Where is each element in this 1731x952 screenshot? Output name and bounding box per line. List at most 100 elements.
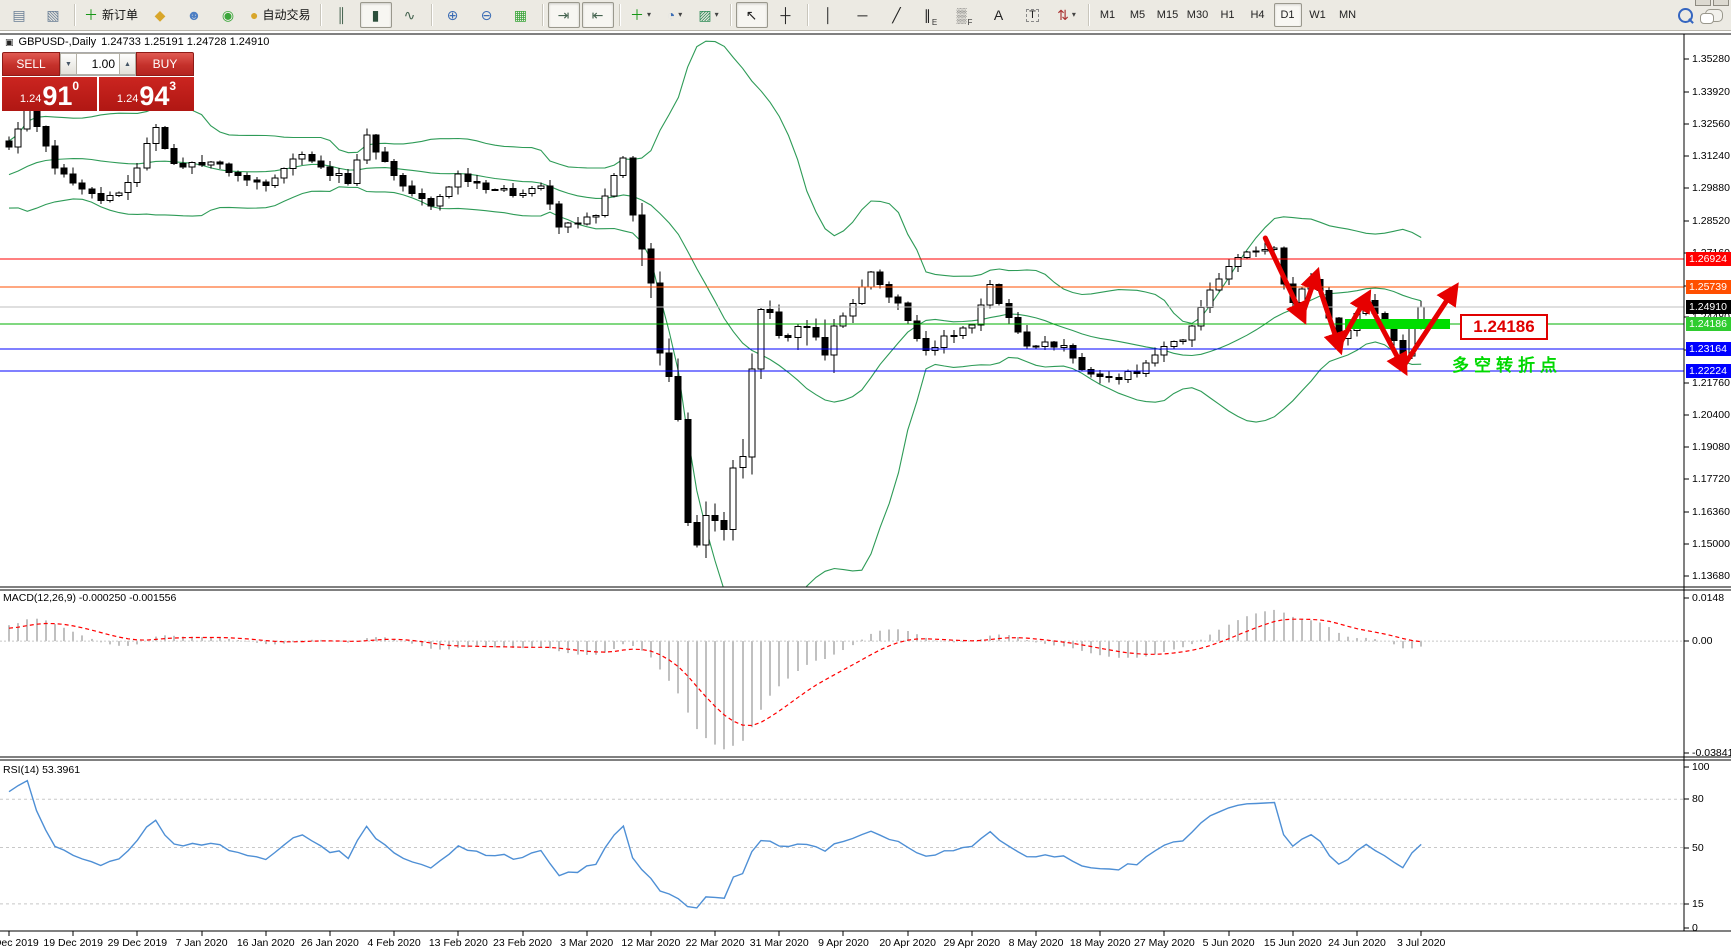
buy-price-small: 1.24 [116, 93, 139, 105]
date-axis-label: 29 Dec 2019 [107, 937, 168, 949]
trend-arrow[interactable] [1363, 295, 1408, 377]
zoom-out-button[interactable]: ⊖ [471, 2, 503, 28]
chart-icon: ▣ [5, 36, 14, 47]
timeframe-m1-button[interactable]: M1 [1099, 9, 1116, 21]
toolbar-separator [430, 4, 432, 26]
signals-button[interactable]: ◉ [212, 2, 244, 28]
level-price-tag: 1.24186 [1686, 317, 1731, 332]
trend-arrow[interactable] [1313, 273, 1346, 356]
templates-button[interactable]: ▨ ▾ [693, 2, 725, 28]
autotrading-button[interactable]: ● 自动交易 [246, 2, 314, 28]
date-axis-label: 26 Jan 2020 [301, 937, 359, 949]
candlestick-chart-button[interactable]: ▮ [359, 2, 392, 28]
periods-button[interactable]: ◔ ▾ [659, 2, 691, 28]
horizontal-line-button[interactable]: ─ [847, 2, 879, 28]
date-axis-label: 3 Jul 2020 [1396, 937, 1446, 949]
metaeditor-button[interactable]: ◆ [144, 2, 176, 28]
fibonacci-sub-label: F [967, 18, 973, 27]
auto-scroll-icon: ⇥ [557, 7, 570, 23]
crosshair-button[interactable]: ┼ [770, 2, 802, 28]
macd-axis-tick: -0.038415 [1692, 747, 1731, 759]
auto-scroll-button[interactable]: ⇥ [547, 2, 580, 28]
date-axis-label: 7 Jan 2020 [175, 937, 228, 949]
price-axis-tick: 1.35280 [1692, 53, 1730, 65]
candles [5, 97, 1425, 558]
toolbar-separator [729, 4, 731, 26]
chart-shift-button[interactable]: ⇤ [581, 2, 614, 28]
window-controls[interactable] [1695, 0, 1729, 6]
ohlc-readout: 1.24733 1.25191 1.24728 1.24910 [101, 36, 270, 48]
templates-icon: ▨ [698, 7, 712, 23]
zoom-in-button[interactable]: ⊕ [437, 2, 469, 28]
lot-decrease-button[interactable]: ▼ [60, 53, 77, 75]
timeframe-m5-button[interactable]: M5 [1129, 9, 1146, 21]
timeframe-d1-button[interactable]: D1 [1273, 3, 1302, 27]
sell-price[interactable]: 1.24 91 0 [2, 77, 97, 111]
bollinger-bands [8, 40, 1422, 587]
timeframe-h1-button[interactable]: H1 [1220, 9, 1235, 21]
cursor-button[interactable]: ↖ [735, 2, 768, 28]
lot-input[interactable]: 1.00 [77, 53, 119, 75]
templates-dropdown-caret[interactable]: ▾ [714, 10, 719, 19]
trend-arrow[interactable] [1400, 282, 1459, 370]
toolbar: ▤ ▧ ＋新订单 ◆ ☻ ◉ ● 自动交易 ║ ▮ ∿ ⊕ ⊖ ▦ ⇥ ⇤ ＋ ▾ ◔ ▾ ▨ ▾ ↖ ┼ │ ─ ╱ ∥ E ▒ F A T ⇅… [0, 0, 1731, 31]
price-axis-tick: 1.28520 [1692, 214, 1730, 227]
equidistant-channel-button[interactable]: ∥ E [915, 2, 947, 28]
timeframe-h4-button[interactable]: H4 [1250, 9, 1265, 21]
buy-button[interactable]: BUY [136, 52, 194, 76]
toolbar-separator [74, 4, 75, 26]
trendline-button[interactable]: ╱ [881, 2, 913, 28]
level-price-tag: 1.22224 [1686, 364, 1731, 379]
date-axis-label: 5 Jun 2020 [1202, 937, 1255, 949]
sell-button[interactable]: SELL [2, 52, 60, 76]
restore-button[interactable] [1713, 0, 1729, 6]
tile-windows-button[interactable]: ▦ [505, 2, 537, 28]
community-button[interactable]: ☻ [178, 2, 210, 28]
arrows-dropdown-caret[interactable]: ▾ [1071, 10, 1076, 19]
buy-price[interactable]: 1.24 94 3 [99, 77, 194, 111]
fibonacci-button[interactable]: ▒ F [949, 2, 981, 28]
periods-dropdown-caret[interactable]: ▾ [678, 10, 683, 19]
bar-chart-button[interactable]: ║ [326, 2, 358, 28]
lot-increase-button[interactable]: ▲ [119, 53, 136, 75]
arrows-button[interactable]: ⇅ ▾ [1051, 2, 1083, 28]
vertical-line-button[interactable]: │ [813, 2, 845, 28]
timeframe-m30-button[interactable]: M30 [1186, 9, 1209, 21]
timeframe-w1-button[interactable]: W1 [1309, 9, 1326, 21]
price-axis-tick: 1.16360 [1692, 505, 1730, 518]
text-button[interactable]: A [983, 2, 1015, 28]
timeframe-m15-button[interactable]: M15 [1156, 9, 1179, 21]
chart-annotations[interactable] [1262, 235, 1459, 377]
chart-canvas[interactable] [0, 31, 1731, 952]
trend-arrow[interactable] [1299, 266, 1323, 319]
search-icon[interactable] [1678, 8, 1693, 23]
minimize-button[interactable] [1695, 0, 1711, 6]
date-axis-label: 23 Feb 2020 [493, 937, 552, 949]
date-axis-label: 22 Mar 2020 [685, 937, 745, 949]
indicators-dropdown-caret[interactable]: ▾ [646, 10, 651, 19]
chart-title: ▣ GBPUSD-,Daily 1.24733 1.25191 1.24728 … [5, 36, 269, 48]
price-axis-tick: 1.15000 [1692, 538, 1730, 551]
sell-price-sup: 0 [72, 79, 80, 93]
text-label-button[interactable]: T [1017, 2, 1049, 28]
green-support-bar[interactable] [1345, 319, 1450, 329]
turning-point-note[interactable]: 多空转折点 [1452, 356, 1562, 375]
buy-price-big: 94 [139, 81, 170, 112]
date-axis-label: 4 Feb 2020 [367, 937, 421, 949]
trend-arrow[interactable] [1262, 235, 1307, 325]
indicators-button[interactable]: ＋ ▾ [625, 2, 657, 28]
fibonacci-icon: ▒ [956, 7, 967, 23]
chat-icon[interactable] [1700, 9, 1723, 24]
trend-arrow[interactable] [1336, 289, 1372, 349]
new-order-button[interactable]: ＋ 新订单 [80, 2, 142, 28]
timeframe-mn-button[interactable]: MN [1338, 9, 1357, 21]
new-chart-window-button[interactable]: ▤ [3, 2, 35, 28]
price-annotation-box[interactable]: 1.24186 [1460, 314, 1548, 340]
rsi-line [8, 779, 1422, 909]
profiles-button[interactable]: ▧ [37, 2, 69, 28]
line-chart-button[interactable]: ∿ [394, 2, 426, 28]
arrows-icon: ⇅ [1057, 7, 1069, 23]
horizontal-level-lines[interactable] [0, 258, 1684, 372]
date-axis-label: 16 Jan 2020 [236, 937, 295, 949]
lot-stepper: ▼ 1.00 ▲ [60, 52, 136, 76]
